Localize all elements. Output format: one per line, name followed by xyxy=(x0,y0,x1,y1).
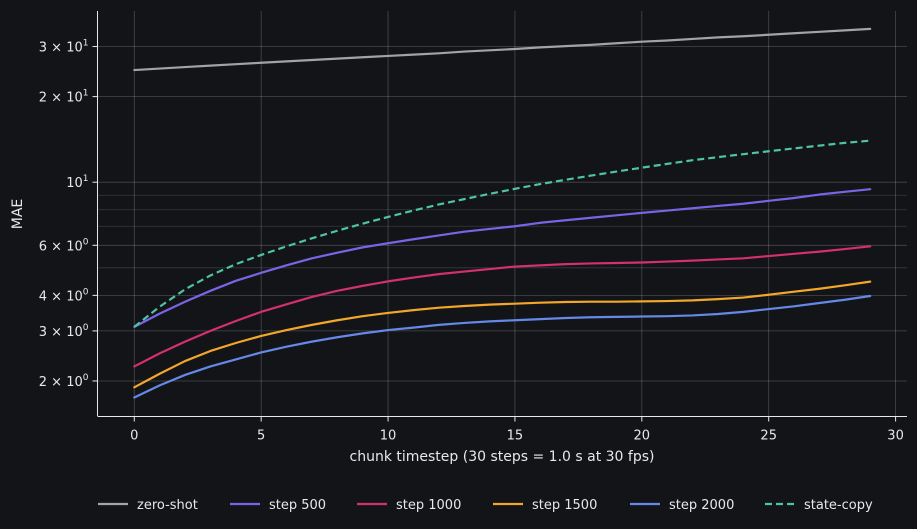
legend-label: step 500 xyxy=(269,498,326,513)
x-tick-label: 30 xyxy=(887,429,904,444)
x-tick-label: 15 xyxy=(507,429,524,444)
series-line-state-copy xyxy=(133,139,871,328)
series-line-step-500 xyxy=(133,188,872,328)
series-line-step-2000 xyxy=(133,294,872,399)
series-line-zero-shot xyxy=(133,27,872,72)
x-tick-label: 25 xyxy=(760,429,777,444)
x-tick-label: 0 xyxy=(130,429,138,444)
series-line-step-1500 xyxy=(133,280,872,389)
x-axis-label: chunk timestep (30 steps = 1.0 s at 30 f… xyxy=(350,449,655,465)
y-tick-label: 6 × 100 xyxy=(39,237,89,254)
x-tick-label: 20 xyxy=(634,429,651,444)
series-lines xyxy=(133,27,872,399)
legend-label: state-copy xyxy=(804,498,873,513)
legend-label: zero-shot xyxy=(137,498,198,513)
legend-label: step 1500 xyxy=(532,498,597,513)
axes xyxy=(97,11,907,417)
grid-lines xyxy=(97,11,907,417)
y-axis-label: MAE xyxy=(10,199,26,230)
y-tick-label: 3 × 101 xyxy=(39,39,89,56)
y-axis-ticks: 2 × 100 3 × 100 4 × 100 6 × 100 101 2 × 101 3 … xyxy=(39,39,98,390)
x-axis-ticks: 0 5 10 15 20 25 30 xyxy=(130,416,904,444)
x-tick-label: 10 xyxy=(380,429,397,444)
x-tick-label: 5 xyxy=(257,429,265,444)
series-line-step-1000 xyxy=(133,245,872,368)
legend: zero-shot step 500 step 1000 step 1500 step … xyxy=(98,498,873,513)
y-tick-label: 3 × 100 xyxy=(39,323,89,340)
legend-label: step 1000 xyxy=(396,498,461,513)
y-tick-label: 2 × 100 xyxy=(39,373,89,390)
legend-label: step 2000 xyxy=(669,498,734,513)
y-tick-label: 4 × 100 xyxy=(39,287,89,304)
y-tick-label: 2 × 101 xyxy=(39,89,89,106)
y-tick-label: 101 xyxy=(66,174,88,191)
